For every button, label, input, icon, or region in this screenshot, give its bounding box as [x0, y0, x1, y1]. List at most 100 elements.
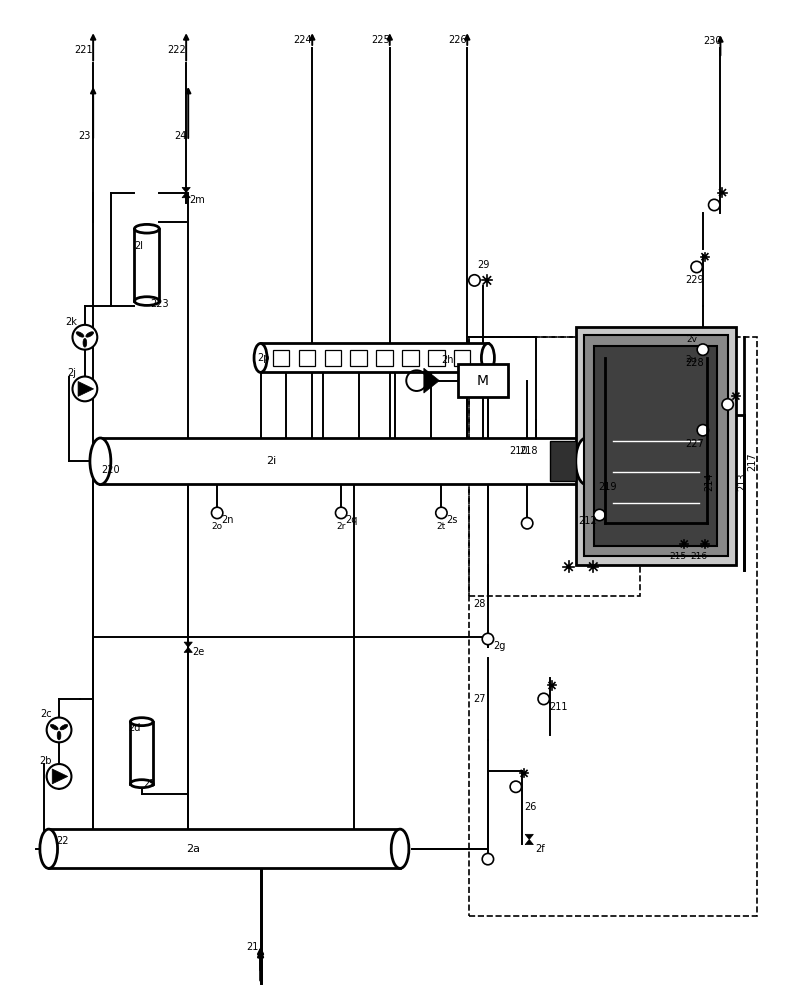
Text: 2b: 2b — [39, 756, 52, 766]
Polygon shape — [53, 769, 68, 784]
Text: 26: 26 — [524, 802, 537, 812]
Text: 2d: 2d — [128, 723, 141, 733]
Ellipse shape — [57, 731, 61, 740]
Polygon shape — [182, 187, 190, 193]
Text: 23: 23 — [79, 131, 91, 141]
Circle shape — [510, 781, 521, 792]
Text: 22: 22 — [56, 836, 68, 846]
Circle shape — [721, 191, 724, 194]
Text: 2v: 2v — [686, 335, 697, 344]
Bar — [458, 364, 508, 397]
Circle shape — [697, 344, 708, 355]
Text: 221: 221 — [75, 45, 93, 55]
Text: 223: 223 — [150, 299, 169, 309]
Polygon shape — [78, 381, 94, 396]
Ellipse shape — [482, 343, 494, 372]
Text: 2m: 2m — [189, 195, 205, 205]
Text: 24: 24 — [174, 131, 186, 141]
Circle shape — [72, 377, 97, 401]
Text: 2s: 2s — [446, 515, 458, 525]
Text: 27: 27 — [474, 694, 486, 704]
Ellipse shape — [391, 829, 409, 868]
Text: 2c: 2c — [40, 709, 52, 719]
Ellipse shape — [254, 343, 267, 372]
Polygon shape — [184, 647, 193, 652]
Bar — [584, 335, 728, 556]
Text: 219: 219 — [599, 482, 617, 492]
Text: 215: 215 — [669, 552, 687, 561]
Ellipse shape — [135, 297, 159, 305]
Text: 228: 228 — [685, 358, 704, 368]
Circle shape — [722, 399, 733, 410]
Text: 2j: 2j — [67, 368, 76, 378]
Circle shape — [482, 853, 494, 865]
Circle shape — [708, 199, 720, 211]
Circle shape — [704, 255, 706, 258]
Circle shape — [591, 565, 595, 568]
Bar — [273, 350, 290, 366]
Bar — [454, 350, 470, 366]
Circle shape — [691, 261, 702, 273]
Circle shape — [469, 275, 480, 286]
Text: 216: 216 — [690, 552, 708, 561]
Circle shape — [697, 425, 708, 436]
Ellipse shape — [40, 829, 57, 868]
Ellipse shape — [576, 438, 596, 484]
Circle shape — [212, 507, 223, 519]
Bar — [298, 350, 315, 366]
Text: 225: 225 — [371, 35, 390, 45]
Circle shape — [47, 764, 72, 789]
Circle shape — [485, 279, 489, 282]
Ellipse shape — [135, 224, 159, 233]
Polygon shape — [184, 642, 193, 647]
Ellipse shape — [50, 724, 58, 730]
Text: M: M — [477, 374, 489, 388]
Text: 217: 217 — [747, 452, 758, 471]
Text: 2q: 2q — [345, 515, 357, 525]
Text: 230: 230 — [703, 36, 721, 46]
Text: 2e: 2e — [193, 647, 205, 657]
Text: 227: 227 — [685, 439, 704, 449]
Text: 2f: 2f — [535, 844, 544, 854]
Circle shape — [704, 542, 706, 545]
Circle shape — [72, 325, 97, 350]
Polygon shape — [525, 839, 533, 845]
Text: 2o: 2o — [212, 522, 223, 531]
Text: 28: 28 — [474, 599, 486, 609]
Text: 210: 210 — [509, 446, 529, 456]
Text: 2h: 2h — [441, 355, 454, 365]
Bar — [100, 438, 586, 484]
Bar — [576, 327, 736, 565]
Circle shape — [567, 565, 570, 568]
Ellipse shape — [83, 338, 87, 347]
Bar — [325, 350, 341, 366]
Circle shape — [683, 542, 685, 545]
Text: 2t: 2t — [437, 522, 446, 531]
Circle shape — [735, 395, 737, 398]
Bar — [131, 722, 153, 784]
Text: 2k: 2k — [65, 317, 77, 327]
Text: 21: 21 — [246, 942, 259, 952]
Bar — [470, 337, 756, 916]
Circle shape — [523, 772, 525, 775]
Circle shape — [594, 509, 605, 521]
Ellipse shape — [131, 780, 153, 788]
Text: 2n: 2n — [221, 515, 234, 525]
Text: 226: 226 — [449, 35, 467, 45]
Bar — [428, 350, 444, 366]
Ellipse shape — [131, 718, 153, 726]
Polygon shape — [182, 193, 190, 198]
Circle shape — [47, 718, 72, 742]
Text: 2u: 2u — [686, 355, 697, 364]
Circle shape — [335, 507, 347, 519]
Circle shape — [538, 693, 549, 705]
Circle shape — [435, 507, 447, 519]
Text: 229: 229 — [685, 275, 704, 285]
Text: 211: 211 — [549, 702, 568, 712]
Text: 2p: 2p — [257, 353, 270, 363]
Text: 220: 220 — [101, 465, 120, 475]
Ellipse shape — [90, 438, 111, 484]
Bar — [135, 229, 159, 301]
Ellipse shape — [86, 332, 94, 337]
Text: 2g: 2g — [493, 641, 505, 651]
